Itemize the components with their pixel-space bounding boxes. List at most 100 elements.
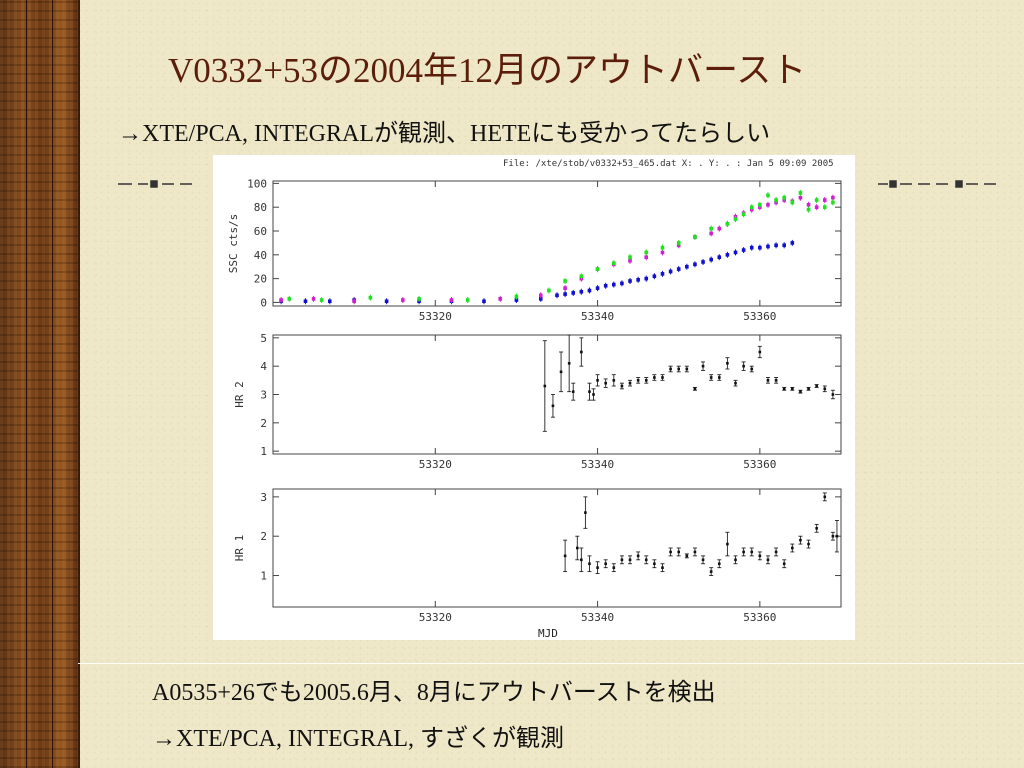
slide-title: V0332+53の2004年12月のアウトバースト bbox=[168, 51, 807, 90]
data-point bbox=[596, 566, 599, 569]
data-point bbox=[758, 203, 762, 207]
x-tick-label: 53360 bbox=[743, 458, 776, 471]
data-point bbox=[750, 367, 754, 371]
data-point bbox=[660, 245, 665, 250]
data-point bbox=[831, 200, 835, 205]
data-point bbox=[709, 570, 713, 573]
data-point bbox=[584, 511, 587, 514]
data-point bbox=[563, 554, 567, 558]
x-tick-label: 53340 bbox=[581, 611, 614, 624]
y-tick-label: 3 bbox=[260, 491, 267, 504]
data-point bbox=[814, 205, 819, 209]
data-point bbox=[612, 282, 616, 287]
data-point bbox=[303, 299, 308, 304]
data-point bbox=[807, 387, 810, 391]
data-point bbox=[417, 297, 421, 301]
data-point bbox=[766, 203, 770, 207]
data-point bbox=[766, 379, 770, 382]
x-tick-label: 53360 bbox=[743, 310, 776, 323]
figure-header: File: /xte/stob/v0332+53_465.dat X: . Y:… bbox=[503, 159, 834, 169]
data-point bbox=[620, 384, 624, 388]
data-point bbox=[822, 205, 827, 209]
data-point bbox=[766, 193, 770, 198]
data-point bbox=[538, 293, 543, 298]
data-point bbox=[750, 550, 754, 554]
data-point bbox=[806, 207, 811, 212]
y-tick-label: 3 bbox=[260, 389, 267, 402]
x-tick-label: 53320 bbox=[419, 611, 452, 624]
data-point bbox=[587, 288, 592, 293]
data-point bbox=[628, 381, 632, 385]
data-point bbox=[823, 495, 827, 499]
data-point bbox=[774, 379, 778, 382]
data-point bbox=[717, 562, 721, 566]
data-point bbox=[279, 298, 283, 302]
data-point bbox=[822, 198, 827, 202]
y-tick-label: 4 bbox=[260, 360, 267, 373]
data-point bbox=[620, 558, 624, 562]
data-point bbox=[685, 264, 689, 269]
y-tick-label: 80 bbox=[254, 201, 267, 214]
data-point bbox=[791, 546, 794, 550]
data-point bbox=[612, 261, 616, 265]
data-point bbox=[717, 255, 722, 259]
y-tick-label: 2 bbox=[260, 530, 267, 543]
plot-frame bbox=[272, 488, 842, 608]
data-point bbox=[328, 299, 332, 304]
data-point bbox=[319, 298, 324, 302]
data-point bbox=[538, 297, 543, 301]
data-point bbox=[551, 404, 555, 408]
data-point bbox=[514, 298, 519, 302]
data-point bbox=[725, 253, 730, 257]
data-point bbox=[774, 550, 778, 554]
data-point bbox=[701, 364, 705, 368]
data-point bbox=[465, 298, 470, 302]
data-point bbox=[726, 542, 729, 546]
data-point bbox=[831, 393, 835, 396]
data-point bbox=[592, 393, 595, 396]
data-point bbox=[644, 255, 649, 259]
data-point bbox=[742, 364, 745, 368]
data-point bbox=[563, 279, 567, 283]
data-point bbox=[660, 272, 665, 276]
x-tick-label: 53340 bbox=[581, 310, 614, 323]
data-point bbox=[814, 198, 819, 202]
data-point bbox=[401, 298, 405, 302]
data-point bbox=[831, 534, 835, 538]
data-point bbox=[571, 390, 575, 393]
x-tick-label: 53360 bbox=[743, 611, 776, 624]
data-point bbox=[741, 212, 746, 217]
data-point bbox=[543, 384, 547, 388]
data-point bbox=[807, 542, 810, 546]
data-point bbox=[799, 538, 802, 542]
data-point bbox=[653, 562, 656, 566]
data-point bbox=[660, 250, 665, 255]
x-tick-label: 53340 bbox=[581, 458, 614, 471]
y-tick-label: 20 bbox=[254, 273, 267, 286]
data-point bbox=[575, 546, 579, 550]
slide-subtitle: →XTE/PCA, INTEGRALが観測、HETEにも受かってたらしい bbox=[118, 121, 771, 147]
y-axis-label: SSC cts/s bbox=[227, 214, 240, 274]
data-point bbox=[782, 562, 786, 566]
data-point bbox=[725, 222, 730, 226]
y-tick-label: 1 bbox=[260, 570, 267, 583]
data-point bbox=[604, 381, 607, 385]
y-tick-label: 5 bbox=[260, 332, 267, 345]
data-point bbox=[644, 558, 648, 562]
data-point bbox=[449, 298, 454, 302]
data-point bbox=[799, 390, 802, 393]
data-point bbox=[612, 379, 616, 382]
data-point bbox=[709, 231, 713, 236]
data-point bbox=[595, 286, 600, 290]
data-point bbox=[709, 226, 713, 231]
data-point bbox=[482, 299, 486, 304]
x-tick-label: 53320 bbox=[419, 310, 452, 323]
data-point bbox=[741, 248, 746, 252]
data-point bbox=[636, 379, 640, 382]
data-point bbox=[661, 376, 664, 379]
y-axis-label: HR 2 bbox=[233, 381, 246, 408]
data-point bbox=[588, 562, 591, 566]
data-point bbox=[693, 235, 697, 239]
data-point bbox=[514, 294, 519, 299]
data-point bbox=[701, 558, 705, 562]
